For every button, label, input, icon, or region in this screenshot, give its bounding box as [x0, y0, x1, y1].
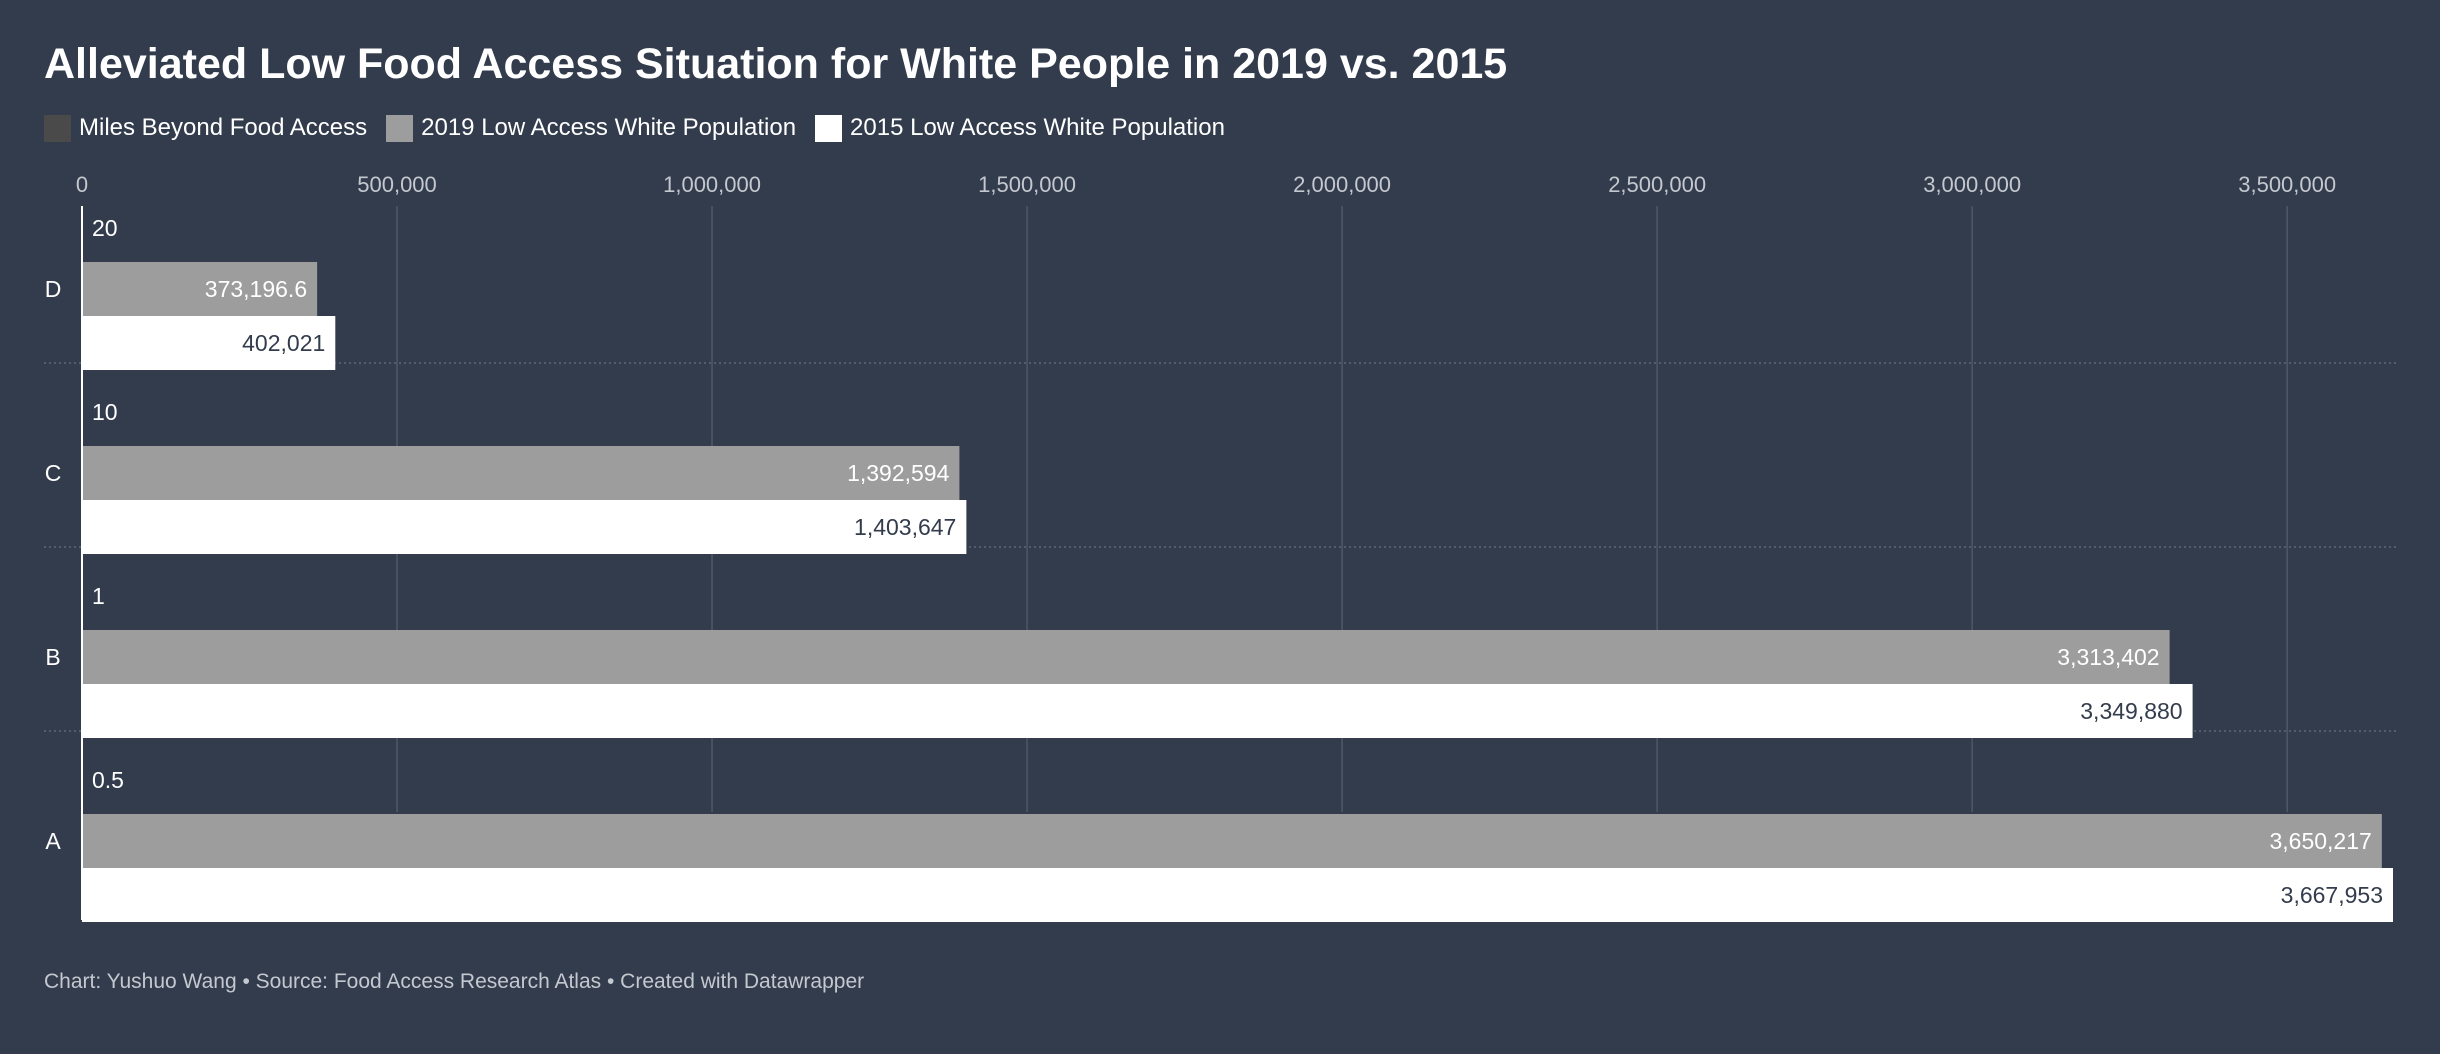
data-label-miles: 10	[92, 399, 118, 425]
chart-title: Alleviated Low Food Access Situation for…	[44, 40, 1508, 88]
category-label: C	[45, 460, 62, 486]
bar-2015	[82, 316, 336, 370]
x-tick-label: 3,500,000	[2238, 172, 2336, 197]
legend-label-2019: 2019 Low Access White Population	[421, 114, 797, 141]
x-tick-label: 3,000,000	[1923, 172, 2021, 197]
data-label-2015: 3,667,953	[2281, 882, 2383, 908]
data-label-2019: 3,313,402	[2057, 644, 2159, 670]
legend-item-miles: Miles Beyond Food Access	[44, 114, 367, 142]
x-tick-label: 2,500,000	[1608, 172, 1706, 197]
data-label-2015: 1,403,647	[854, 514, 956, 540]
x-tick-label: 1,500,000	[978, 172, 1076, 197]
category-label: A	[45, 828, 61, 854]
legend-item-2015: 2015 Low Access White Population	[815, 114, 1225, 142]
legend-swatch-2015	[815, 114, 843, 142]
legend-label-miles: Miles Beyond Food Access	[79, 114, 368, 141]
legend-item-2019: 2019 Low Access White Population	[386, 114, 796, 142]
category-label: D	[45, 276, 62, 302]
x-tick-label: 500,000	[357, 172, 437, 197]
data-label-2019: 3,650,217	[2269, 828, 2371, 854]
x-tick-label: 0	[76, 172, 88, 197]
bar-2019	[82, 446, 960, 500]
bar-2015	[82, 500, 967, 554]
data-label-miles: 1	[92, 583, 105, 609]
legend-swatch-2019	[386, 114, 414, 142]
category-label: B	[45, 644, 60, 670]
x-tick-label: 2,000,000	[1293, 172, 1391, 197]
data-label-2019: 1,392,594	[847, 460, 950, 486]
legend-label-2015: 2015 Low Access White Population	[850, 114, 1225, 141]
data-label-miles: 0.5	[92, 767, 124, 793]
chart-footer: Chart: Yushuo Wang • Source: Food Access…	[44, 970, 865, 993]
x-tick-label: 1,000,000	[663, 172, 761, 197]
data-label-miles: 20	[92, 215, 118, 241]
legend-swatch-miles	[44, 114, 71, 142]
data-label-2019: 373,196.6	[205, 276, 307, 302]
bar-2019	[82, 262, 318, 316]
bar-2019	[82, 630, 2170, 684]
bar-2015	[82, 684, 2193, 738]
data-label-2015: 402,021	[242, 330, 325, 356]
data-label-2015: 3,349,880	[2080, 698, 2182, 724]
bar-2015	[82, 868, 2393, 922]
bar-2019	[82, 814, 2382, 868]
legend: Miles Beyond Food Access 2019 Low Access…	[44, 114, 1244, 142]
